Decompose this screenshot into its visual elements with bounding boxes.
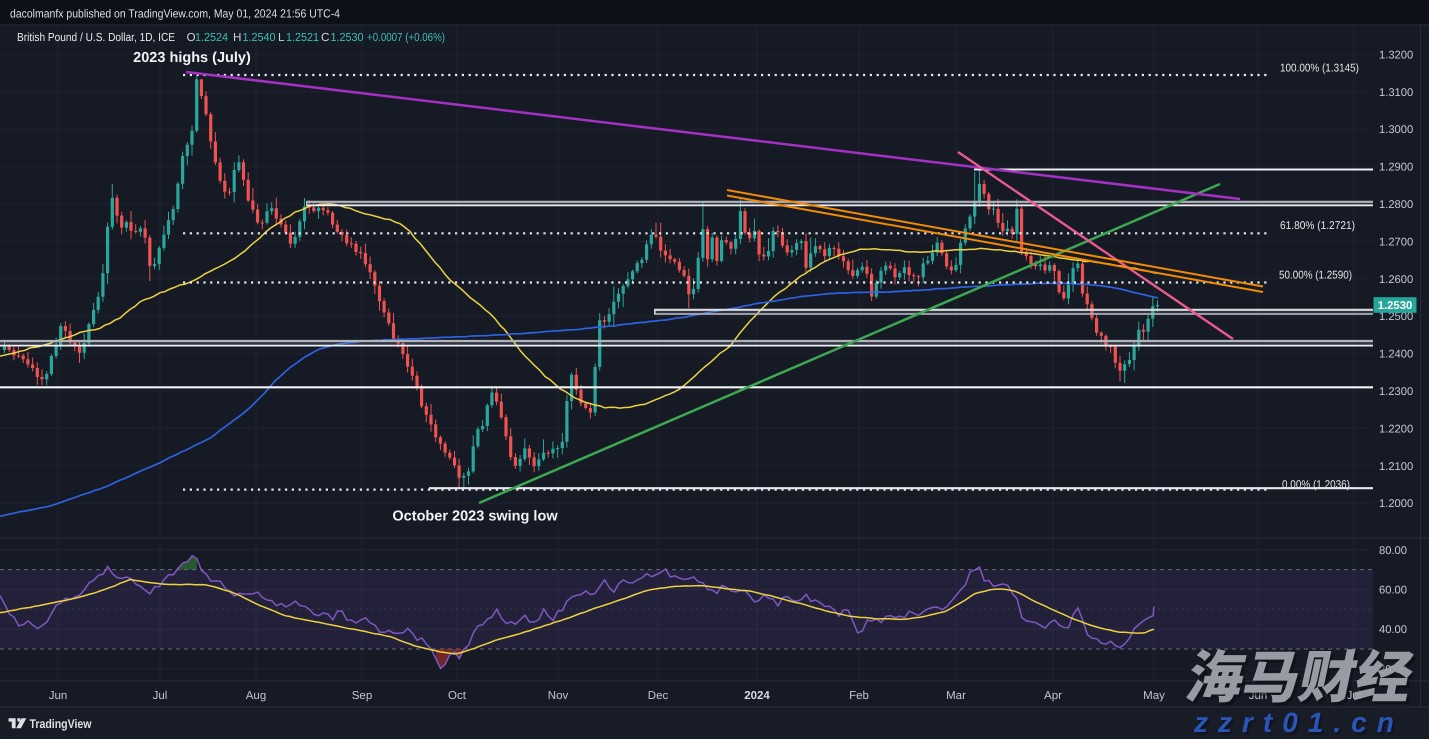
svg-text:C: C <box>321 31 329 44</box>
svg-text:1.2540: 1.2540 <box>243 31 276 44</box>
svg-text:+0.0007 (+0.06%): +0.0007 (+0.06%) <box>367 31 445 44</box>
svg-text:1.2700: 1.2700 <box>1379 236 1413 248</box>
svg-text:Mar: Mar <box>946 690 966 702</box>
svg-text:1.2100: 1.2100 <box>1379 461 1413 473</box>
svg-text:Dec: Dec <box>648 690 669 702</box>
svg-text:1.2200: 1.2200 <box>1379 423 1413 435</box>
svg-text:1.3200: 1.3200 <box>1379 49 1413 61</box>
svg-text:Jul: Jul <box>153 690 168 702</box>
svg-text:British Pound / U.S. Dollar, 1: British Pound / U.S. Dollar, 1D, ICE <box>17 31 175 44</box>
svg-text:zzrt01.cn: zzrt01.cn <box>1195 710 1406 739</box>
svg-text:50.00% (1.2590): 50.00% (1.2590) <box>1279 270 1352 282</box>
svg-text:1.2300: 1.2300 <box>1379 386 1413 398</box>
svg-text:1.2521: 1.2521 <box>286 31 319 44</box>
svg-text:60.00: 60.00 <box>1379 585 1407 597</box>
svg-text:1.2524: 1.2524 <box>195 31 228 44</box>
svg-text:1.2530: 1.2530 <box>1378 300 1413 312</box>
svg-text:May: May <box>1143 690 1165 702</box>
svg-text:1.3000: 1.3000 <box>1379 124 1413 136</box>
svg-text:61.80% (1.2721): 61.80% (1.2721) <box>1280 220 1355 232</box>
svg-text:Oct: Oct <box>448 690 467 702</box>
svg-text:1.2900: 1.2900 <box>1379 162 1413 174</box>
svg-text:1.2500: 1.2500 <box>1379 311 1413 323</box>
svg-text:O: O <box>187 31 196 44</box>
svg-text:2024: 2024 <box>744 690 770 702</box>
svg-text:100.00% (1.3145): 100.00% (1.3145) <box>1280 63 1359 75</box>
svg-text:Sep: Sep <box>352 690 372 702</box>
svg-text:Feb: Feb <box>849 690 869 702</box>
svg-text:80.00: 80.00 <box>1379 545 1407 557</box>
svg-text:Jun: Jun <box>49 690 68 702</box>
svg-text:zzrt01.cn: zzrt01.cn <box>1193 707 1404 738</box>
svg-text:October 2023 swing low: October 2023 swing low <box>392 509 558 525</box>
svg-text:1.2800: 1.2800 <box>1379 199 1413 211</box>
svg-text:1.3100: 1.3100 <box>1379 87 1413 99</box>
svg-text:H: H <box>233 31 241 44</box>
svg-text:1.2000: 1.2000 <box>1379 498 1413 510</box>
svg-text:Aug: Aug <box>246 690 266 702</box>
svg-text:0.00% (1.2036): 0.00% (1.2036) <box>1282 479 1350 491</box>
svg-text:TradingView: TradingView <box>30 717 92 731</box>
svg-text:1.2400: 1.2400 <box>1379 349 1413 361</box>
svg-text:1.2600: 1.2600 <box>1379 274 1413 286</box>
svg-text:Apr: Apr <box>1044 690 1062 702</box>
svg-text:L: L <box>278 31 285 44</box>
svg-text:2023 highs (July): 2023 highs (July) <box>133 50 251 66</box>
svg-text:1.2530: 1.2530 <box>331 31 364 44</box>
svg-text:dacolmanfx published on Tradin: dacolmanfx published on TradingView.com,… <box>10 6 340 20</box>
svg-text:Nov: Nov <box>548 690 569 702</box>
svg-text:40.00: 40.00 <box>1379 624 1407 636</box>
